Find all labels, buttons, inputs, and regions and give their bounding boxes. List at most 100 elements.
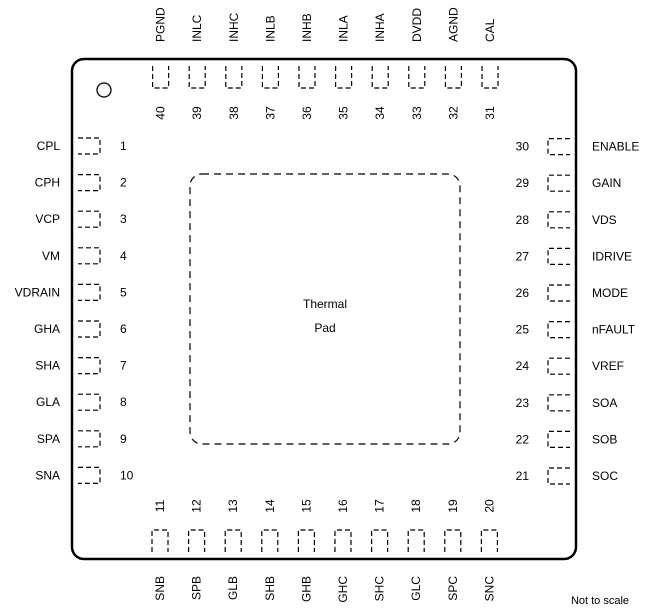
- pin-name: VCP: [35, 212, 60, 226]
- pin-number: 39: [190, 106, 204, 120]
- pin-pad-outline: [224, 529, 242, 552]
- pin-pad-outline: [547, 467, 570, 485]
- pin-number: 12: [190, 499, 204, 513]
- pin-number: 40: [154, 106, 168, 120]
- pin-name: VREF: [592, 359, 624, 373]
- pin-name: SOB: [592, 432, 617, 446]
- pin-left: CPL 1: [37, 137, 127, 155]
- pin-pad-outline: [188, 66, 206, 89]
- pin-pad-outline: [78, 320, 101, 338]
- pin-pad-outline: [371, 66, 389, 89]
- pin-top: 35 INLA: [335, 15, 353, 120]
- pin-right: GAIN 29: [516, 174, 621, 192]
- pin-name: CPL: [37, 139, 61, 153]
- pin-number: 22: [516, 432, 530, 446]
- pin-number: 20: [482, 499, 496, 513]
- pin-number: 33: [410, 106, 424, 120]
- pin-name: GLB: [226, 576, 240, 600]
- pin-number: 14: [263, 499, 277, 513]
- pin-pad-outline: [261, 529, 279, 552]
- pin-pad-outline: [547, 321, 570, 339]
- pin-top: 33 DVDD: [408, 8, 426, 120]
- pin-number: 3: [120, 212, 127, 226]
- pin-number: 29: [516, 176, 530, 190]
- pin-name: INHB: [300, 13, 314, 42]
- pin-number: 27: [516, 249, 530, 263]
- pin-left: SPA 9: [37, 430, 127, 448]
- pin-name: VDRAIN: [15, 285, 60, 299]
- pin-number: 38: [227, 106, 241, 120]
- pin-left: SHA 7: [35, 357, 127, 375]
- pin-name: VDS: [592, 213, 617, 227]
- pin-number: 7: [120, 359, 127, 373]
- pin-number: 31: [483, 106, 497, 120]
- pin-bottom: 13 GLB: [224, 499, 242, 600]
- pin-right: ENABLE 30: [516, 138, 639, 156]
- pin-name: SHC: [373, 576, 387, 602]
- pin-number: 17: [373, 499, 387, 513]
- pin-right: VDS 28: [516, 211, 617, 229]
- pin-pad-outline: [408, 66, 426, 89]
- pin-name: SNA: [35, 468, 60, 482]
- pin-name: GAIN: [592, 176, 621, 190]
- pin-pad-outline: [297, 529, 315, 552]
- pin-pad-outline: [78, 247, 101, 265]
- pin-pad-outline: [152, 66, 170, 89]
- pin-pad-outline: [225, 66, 243, 89]
- pin-number: 8: [120, 395, 127, 409]
- pin-number: 30: [516, 140, 530, 154]
- pin-name: SNC: [482, 576, 496, 602]
- pin-left: VM 4: [42, 247, 127, 265]
- pin-pad-outline: [335, 66, 353, 89]
- pin-pad-outline: [78, 210, 101, 228]
- pin-number: 21: [516, 469, 530, 483]
- pin-pad-outline: [481, 66, 499, 89]
- pin-bottom: 19 SPC: [444, 499, 462, 601]
- pin-number: 5: [120, 285, 127, 299]
- pin-left: SNA 10: [35, 466, 134, 484]
- pin-left: CPH 2: [35, 174, 127, 192]
- pin-number: 32: [446, 106, 460, 120]
- pin-pad-outline: [151, 529, 169, 552]
- pin-name: SOC: [592, 469, 618, 483]
- pin-name: GHB: [299, 576, 313, 602]
- pin-number: 19: [446, 499, 460, 513]
- pin-pad-outline: [78, 393, 101, 411]
- pin-pad-outline: [547, 394, 570, 412]
- pin-name: MODE: [592, 286, 628, 300]
- pin-top: 36 INHB: [298, 13, 316, 120]
- pin-pad-outline: [298, 66, 316, 89]
- pin-pad-outline: [78, 430, 101, 448]
- pin-name: AGND: [446, 7, 460, 42]
- pin-number: 16: [336, 499, 350, 513]
- pin-pad-outline: [547, 174, 570, 192]
- pin-pad-outline: [261, 66, 279, 89]
- pin-pad-outline: [444, 66, 462, 89]
- pin-bottom: 12 SPB: [188, 499, 206, 600]
- pin-name: INLA: [337, 15, 351, 42]
- pin-top: 39 INLC: [188, 14, 206, 120]
- pin-bottom: 16 GHC: [334, 499, 352, 603]
- pin-pad-outline: [371, 529, 389, 552]
- pin-name: SNB: [153, 576, 167, 601]
- pin-number: 11: [153, 499, 167, 512]
- pin-bottom: 18 GLC: [407, 499, 425, 601]
- pin-pad-outline: [547, 284, 570, 302]
- pin-name: SPB: [190, 576, 204, 600]
- pin-name: GLC: [409, 576, 423, 601]
- pin-pad-outline: [78, 137, 101, 155]
- pin-pad-outline: [188, 529, 206, 552]
- pin-top: 40 PGND: [152, 7, 170, 120]
- pin-name: GHC: [336, 576, 350, 603]
- pin-pad-outline: [78, 466, 101, 484]
- pin-name: INLC: [190, 14, 204, 42]
- pin-pad-outline: [547, 247, 570, 265]
- pin-number: 13: [226, 499, 240, 513]
- pin-name: SHA: [35, 359, 60, 373]
- pin-name: GHA: [34, 322, 60, 336]
- pin-right: nFAULT 25: [516, 321, 636, 339]
- pin-number: 24: [516, 359, 530, 373]
- pin-name: DVDD: [410, 8, 424, 42]
- pin-name: SPC: [446, 576, 460, 601]
